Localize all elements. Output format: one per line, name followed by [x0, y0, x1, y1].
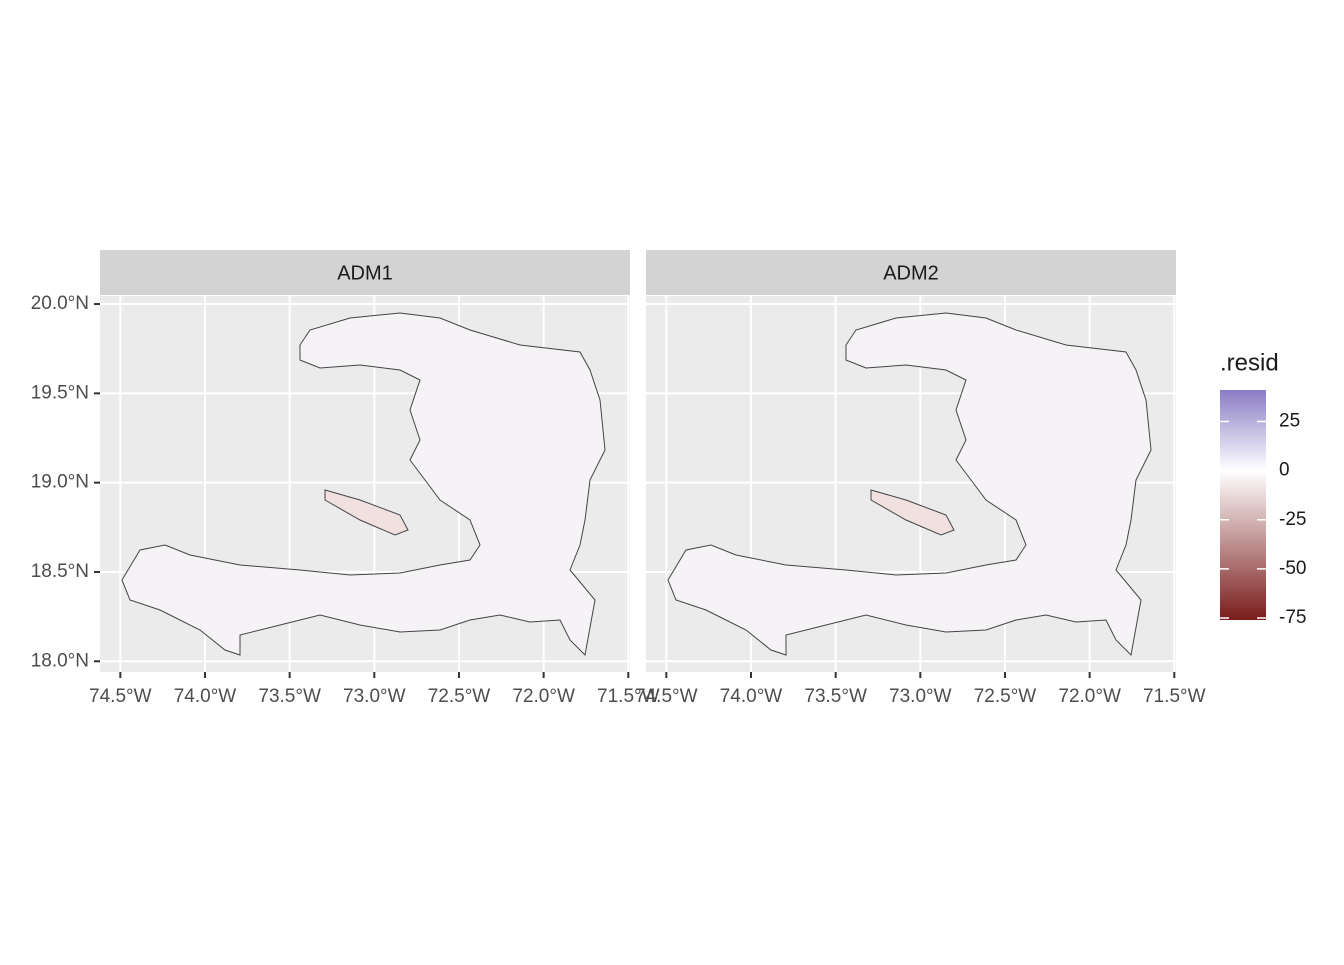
strip: [646, 250, 1176, 295]
x-tick-label: 71.5°W: [1143, 686, 1206, 707]
x-tick-label: 72.5°W: [428, 686, 491, 707]
x-tick-label: 72.0°W: [512, 686, 575, 707]
x-tick-label: 74.0°W: [174, 686, 237, 707]
y-tick-label: 18.0°N: [31, 650, 89, 671]
y-tick-label: 20.0°N: [31, 293, 89, 314]
x-tick-label: 73.0°W: [889, 686, 952, 707]
y-tick-label: 19.0°N: [31, 472, 89, 493]
legend-label: 25: [1279, 410, 1300, 431]
legend-label: 0: [1279, 460, 1290, 481]
x-tick-label: 73.5°W: [258, 686, 321, 707]
strip-label: ADM1: [337, 262, 393, 284]
legend-title: .resid: [1220, 349, 1279, 376]
legend-label: -50: [1279, 558, 1306, 579]
x-tick-label: 74.0°W: [720, 686, 783, 707]
legend-label: -25: [1279, 509, 1306, 530]
strip: [100, 250, 630, 295]
legend-colorbar: [1220, 390, 1266, 620]
x-tick-label: 73.0°W: [343, 686, 406, 707]
x-tick-label: 72.5°W: [974, 686, 1037, 707]
x-tick-label: 73.5°W: [804, 686, 867, 707]
y-tick-label: 18.5°N: [31, 561, 89, 582]
x-tick-label: 71.5°W: [597, 686, 660, 707]
legend-label: -75: [1279, 607, 1306, 628]
y-tick-label: 19.5°N: [31, 382, 89, 403]
x-tick-label: 74.5°W: [635, 686, 698, 707]
strip-label: ADM2: [883, 262, 939, 284]
x-tick-label: 74.5°W: [89, 686, 152, 707]
x-tick-label: 72.0°W: [1058, 686, 1121, 707]
